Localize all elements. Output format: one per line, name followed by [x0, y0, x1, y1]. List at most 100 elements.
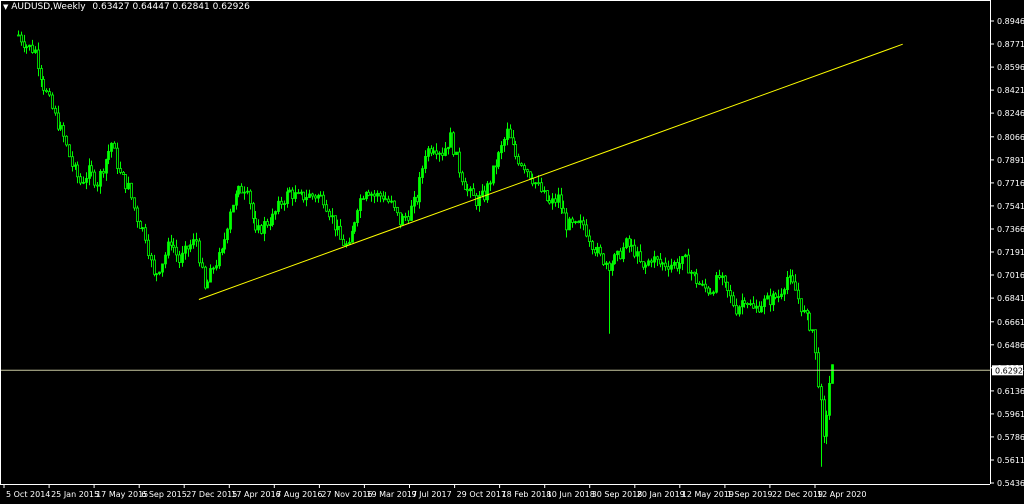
candle-body: [237, 185, 240, 195]
candle-body: [760, 306, 763, 313]
candle-body: [611, 263, 614, 271]
candle-body: [444, 148, 447, 156]
candle-body: [158, 271, 161, 275]
candle-body: [605, 262, 608, 265]
candle-body: [31, 44, 34, 53]
candle-body: [147, 239, 150, 256]
candle-body: [99, 170, 102, 187]
candle-body: [797, 289, 800, 300]
candle-body: [449, 132, 452, 148]
candle-body: [107, 150, 110, 160]
candle-body: [814, 329, 817, 354]
candle-body: [356, 210, 359, 224]
candle-body: [642, 261, 645, 268]
candle-body: [707, 287, 710, 294]
time-tick-label: 12 May 2019: [682, 490, 734, 499]
candle-body: [636, 251, 639, 257]
candle-body: [729, 290, 732, 297]
candle-body: [178, 254, 181, 263]
candle-body: [602, 253, 605, 265]
candle-body: [59, 125, 62, 130]
candle-body: [351, 230, 354, 243]
candle-body: [724, 275, 727, 283]
candle-body: [546, 190, 549, 202]
candle-body: [396, 206, 399, 214]
candle-body: [314, 195, 317, 199]
candle-body: [746, 302, 749, 305]
candle-body: [206, 281, 209, 289]
candle-body: [472, 188, 475, 196]
candle-body: [625, 238, 628, 248]
candle-body: [362, 198, 365, 201]
candle-body: [712, 291, 715, 294]
candle-body: [336, 225, 339, 231]
candle-body: [732, 295, 735, 306]
dropdown-triangle-icon[interactable]: ▼: [3, 3, 9, 11]
time-tick-label: 10 Jun 2018: [547, 490, 595, 499]
candle-body: [124, 174, 127, 190]
candle-body: [766, 295, 769, 300]
candle-body: [526, 169, 529, 173]
candle-body: [17, 34, 20, 37]
candle-body: [421, 168, 424, 178]
candle-body: [130, 182, 133, 199]
candle-body: [820, 386, 823, 401]
candle-body: [695, 273, 698, 284]
candle-body: [271, 213, 274, 226]
candle-body: [763, 298, 766, 307]
candle-body: [557, 194, 560, 203]
candle-body: [105, 159, 108, 174]
candle-body: [390, 200, 393, 203]
time-tick-label: 5 Oct 2014: [6, 490, 50, 499]
candle-body: [769, 295, 772, 306]
candle-body: [599, 246, 602, 255]
candle-body: [325, 204, 328, 212]
candle-body: [133, 197, 136, 209]
candle-body: [596, 246, 599, 254]
candle-body: [560, 194, 563, 209]
candle-body: [628, 238, 631, 247]
candle-body: [308, 193, 311, 198]
candle-body: [254, 218, 257, 231]
candle-body: [246, 190, 249, 193]
candle-body: [794, 281, 797, 291]
candle-body: [201, 262, 204, 268]
time-tick-label: 18 Feb 2018: [502, 490, 552, 499]
candle-body: [23, 41, 26, 48]
candle-body: [62, 125, 65, 137]
candle-body: [181, 252, 184, 263]
candle-body: [534, 182, 537, 185]
candle-body: [110, 142, 113, 152]
candle-body: [25, 46, 28, 49]
candle-body: [54, 108, 57, 114]
candle-body: [783, 289, 786, 295]
candle-body: [127, 182, 130, 190]
candle-body: [144, 227, 147, 241]
candle-body: [328, 210, 331, 218]
candle-body: [263, 221, 266, 234]
time-tick-label: 7 Aug 2016: [276, 490, 322, 499]
candle-body: [260, 225, 263, 234]
candle-body: [65, 135, 68, 146]
candle-body: [34, 49, 37, 53]
candle-body: [458, 151, 461, 174]
candle-body: [803, 309, 806, 313]
candle-body: [223, 239, 226, 250]
candle-body: [71, 156, 74, 167]
candle-body: [384, 198, 387, 201]
overlay-layer: [0, 43, 990, 371]
candle-body: [164, 254, 167, 265]
candle-body: [243, 191, 246, 194]
candle-body: [218, 252, 221, 267]
candle-body: [492, 165, 495, 184]
symbol-label: AUDUSD,Weekly: [11, 2, 86, 12]
